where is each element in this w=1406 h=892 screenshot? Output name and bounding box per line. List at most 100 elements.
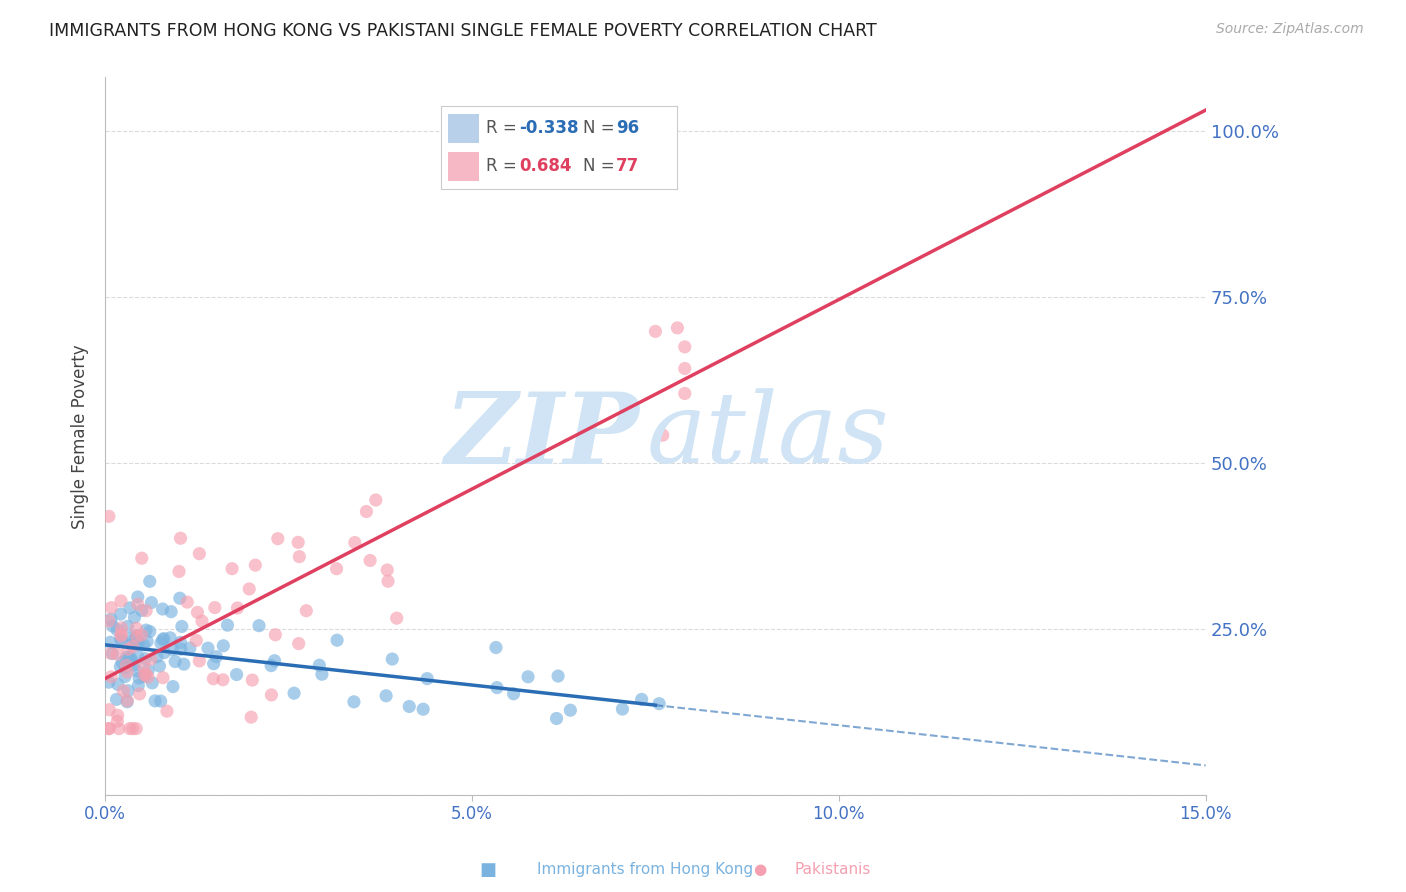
Point [135, 667, 157, 681]
Point [112, 684, 135, 698]
Point [136, 664, 159, 678]
Point [263, 654, 285, 668]
Point [546, 711, 568, 725]
Point [264, 628, 287, 642]
Point [131, 551, 153, 566]
Point [128, 687, 150, 701]
Point [202, 672, 225, 686]
Point [100, 600, 122, 615]
Point [217, 618, 239, 632]
Text: N =: N = [583, 157, 620, 176]
Text: N =: N = [583, 120, 620, 137]
Point [121, 631, 143, 645]
Point [267, 532, 290, 546]
Point [110, 659, 132, 673]
Point [385, 611, 408, 625]
Point [486, 681, 509, 695]
Point [240, 710, 263, 724]
Point [260, 658, 283, 673]
Point [98, 635, 121, 649]
Point [125, 722, 148, 736]
Point [238, 582, 260, 596]
Text: R =: R = [486, 120, 522, 137]
Point [121, 640, 143, 654]
Point [162, 680, 184, 694]
Point [169, 531, 191, 545]
Point [131, 628, 153, 642]
Text: 0.684: 0.684 [519, 157, 571, 176]
Point [188, 547, 211, 561]
Point [666, 321, 689, 335]
Point [485, 640, 508, 655]
Point [308, 658, 330, 673]
Point [326, 633, 349, 648]
Point [204, 600, 226, 615]
Point [124, 632, 146, 646]
Point [170, 619, 193, 633]
Point [630, 692, 652, 706]
Point [108, 722, 131, 736]
Point [169, 591, 191, 606]
Point [115, 658, 138, 673]
Point [136, 634, 159, 648]
Text: Immigrants from Hong Kong: Immigrants from Hong Kong [537, 863, 754, 877]
Point [343, 695, 366, 709]
Point [212, 673, 235, 687]
Point [205, 649, 228, 664]
Point [136, 670, 159, 684]
Point [125, 629, 148, 643]
Point [105, 714, 128, 729]
Text: Pakistanis: Pakistanis [794, 863, 870, 877]
Point [101, 647, 124, 661]
Point [97, 614, 120, 628]
Point [132, 638, 155, 652]
Point [97, 722, 120, 736]
Point [118, 600, 141, 615]
Point [117, 651, 139, 665]
Point [127, 649, 149, 664]
Text: R =: R = [486, 157, 527, 176]
Point [100, 612, 122, 626]
Point [125, 621, 148, 635]
Point [121, 638, 143, 652]
Point [110, 594, 132, 608]
Point [169, 635, 191, 649]
Point [128, 671, 150, 685]
Point [131, 603, 153, 617]
Point [135, 604, 157, 618]
Point [221, 562, 243, 576]
Text: atlas: atlas [647, 389, 890, 483]
Point [502, 687, 524, 701]
Point [127, 590, 149, 604]
Point [673, 340, 696, 354]
Point [110, 632, 132, 646]
Point [651, 428, 673, 442]
Point [139, 652, 162, 666]
Point [117, 694, 139, 708]
Point [648, 697, 671, 711]
Bar [449, 152, 478, 181]
Text: ■: ■ [479, 861, 496, 879]
Point [132, 669, 155, 683]
Point [134, 668, 156, 682]
Text: 96: 96 [616, 120, 640, 137]
Point [191, 614, 214, 628]
Point [146, 649, 169, 664]
Text: 77: 77 [616, 157, 640, 176]
Point [325, 562, 347, 576]
Point [612, 702, 634, 716]
Point [149, 636, 172, 650]
Point [138, 624, 160, 639]
Point [118, 722, 141, 736]
Point [226, 601, 249, 615]
Point [176, 595, 198, 609]
Point [110, 607, 132, 622]
Point [148, 659, 170, 673]
Bar [449, 113, 478, 144]
Point [149, 694, 172, 708]
Point [97, 675, 120, 690]
Point [673, 386, 696, 401]
Point [141, 676, 163, 690]
Point [153, 646, 176, 660]
Point [143, 694, 166, 708]
